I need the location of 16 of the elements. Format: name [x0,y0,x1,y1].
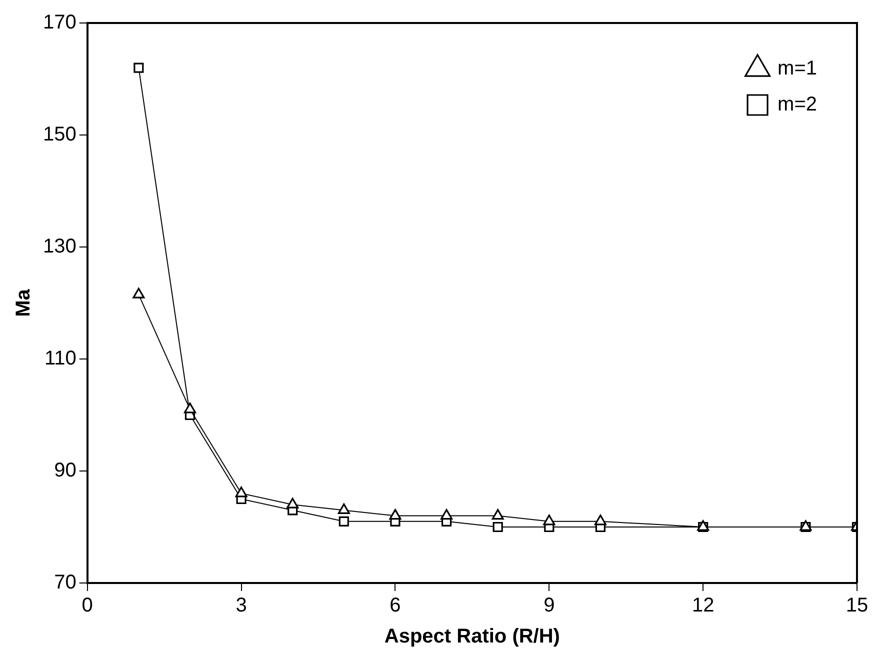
x-tick-label: 6 [390,594,401,617]
legend-label: m=2 [778,94,818,116]
y-axis-title: Ma [12,288,35,317]
x-tick-label: 12 [692,594,714,617]
y-tick-label: 110 [44,348,76,370]
y-tick-label: 90 [54,460,76,482]
x-tick-label: 15 [846,594,868,617]
x-tick-label: 9 [544,594,555,617]
legend-label: m=1 [778,58,818,80]
y-tick-label: 70 [54,572,76,594]
y-tick-label: 170 [42,12,76,34]
x-axis-title: Aspect Ratio (R/H) [384,626,560,648]
y-tick-label: 150 [42,124,76,146]
y-tick-label: 130 [42,236,76,258]
x-tick-label: 3 [236,594,247,617]
x-tick-label: 0 [82,594,93,617]
